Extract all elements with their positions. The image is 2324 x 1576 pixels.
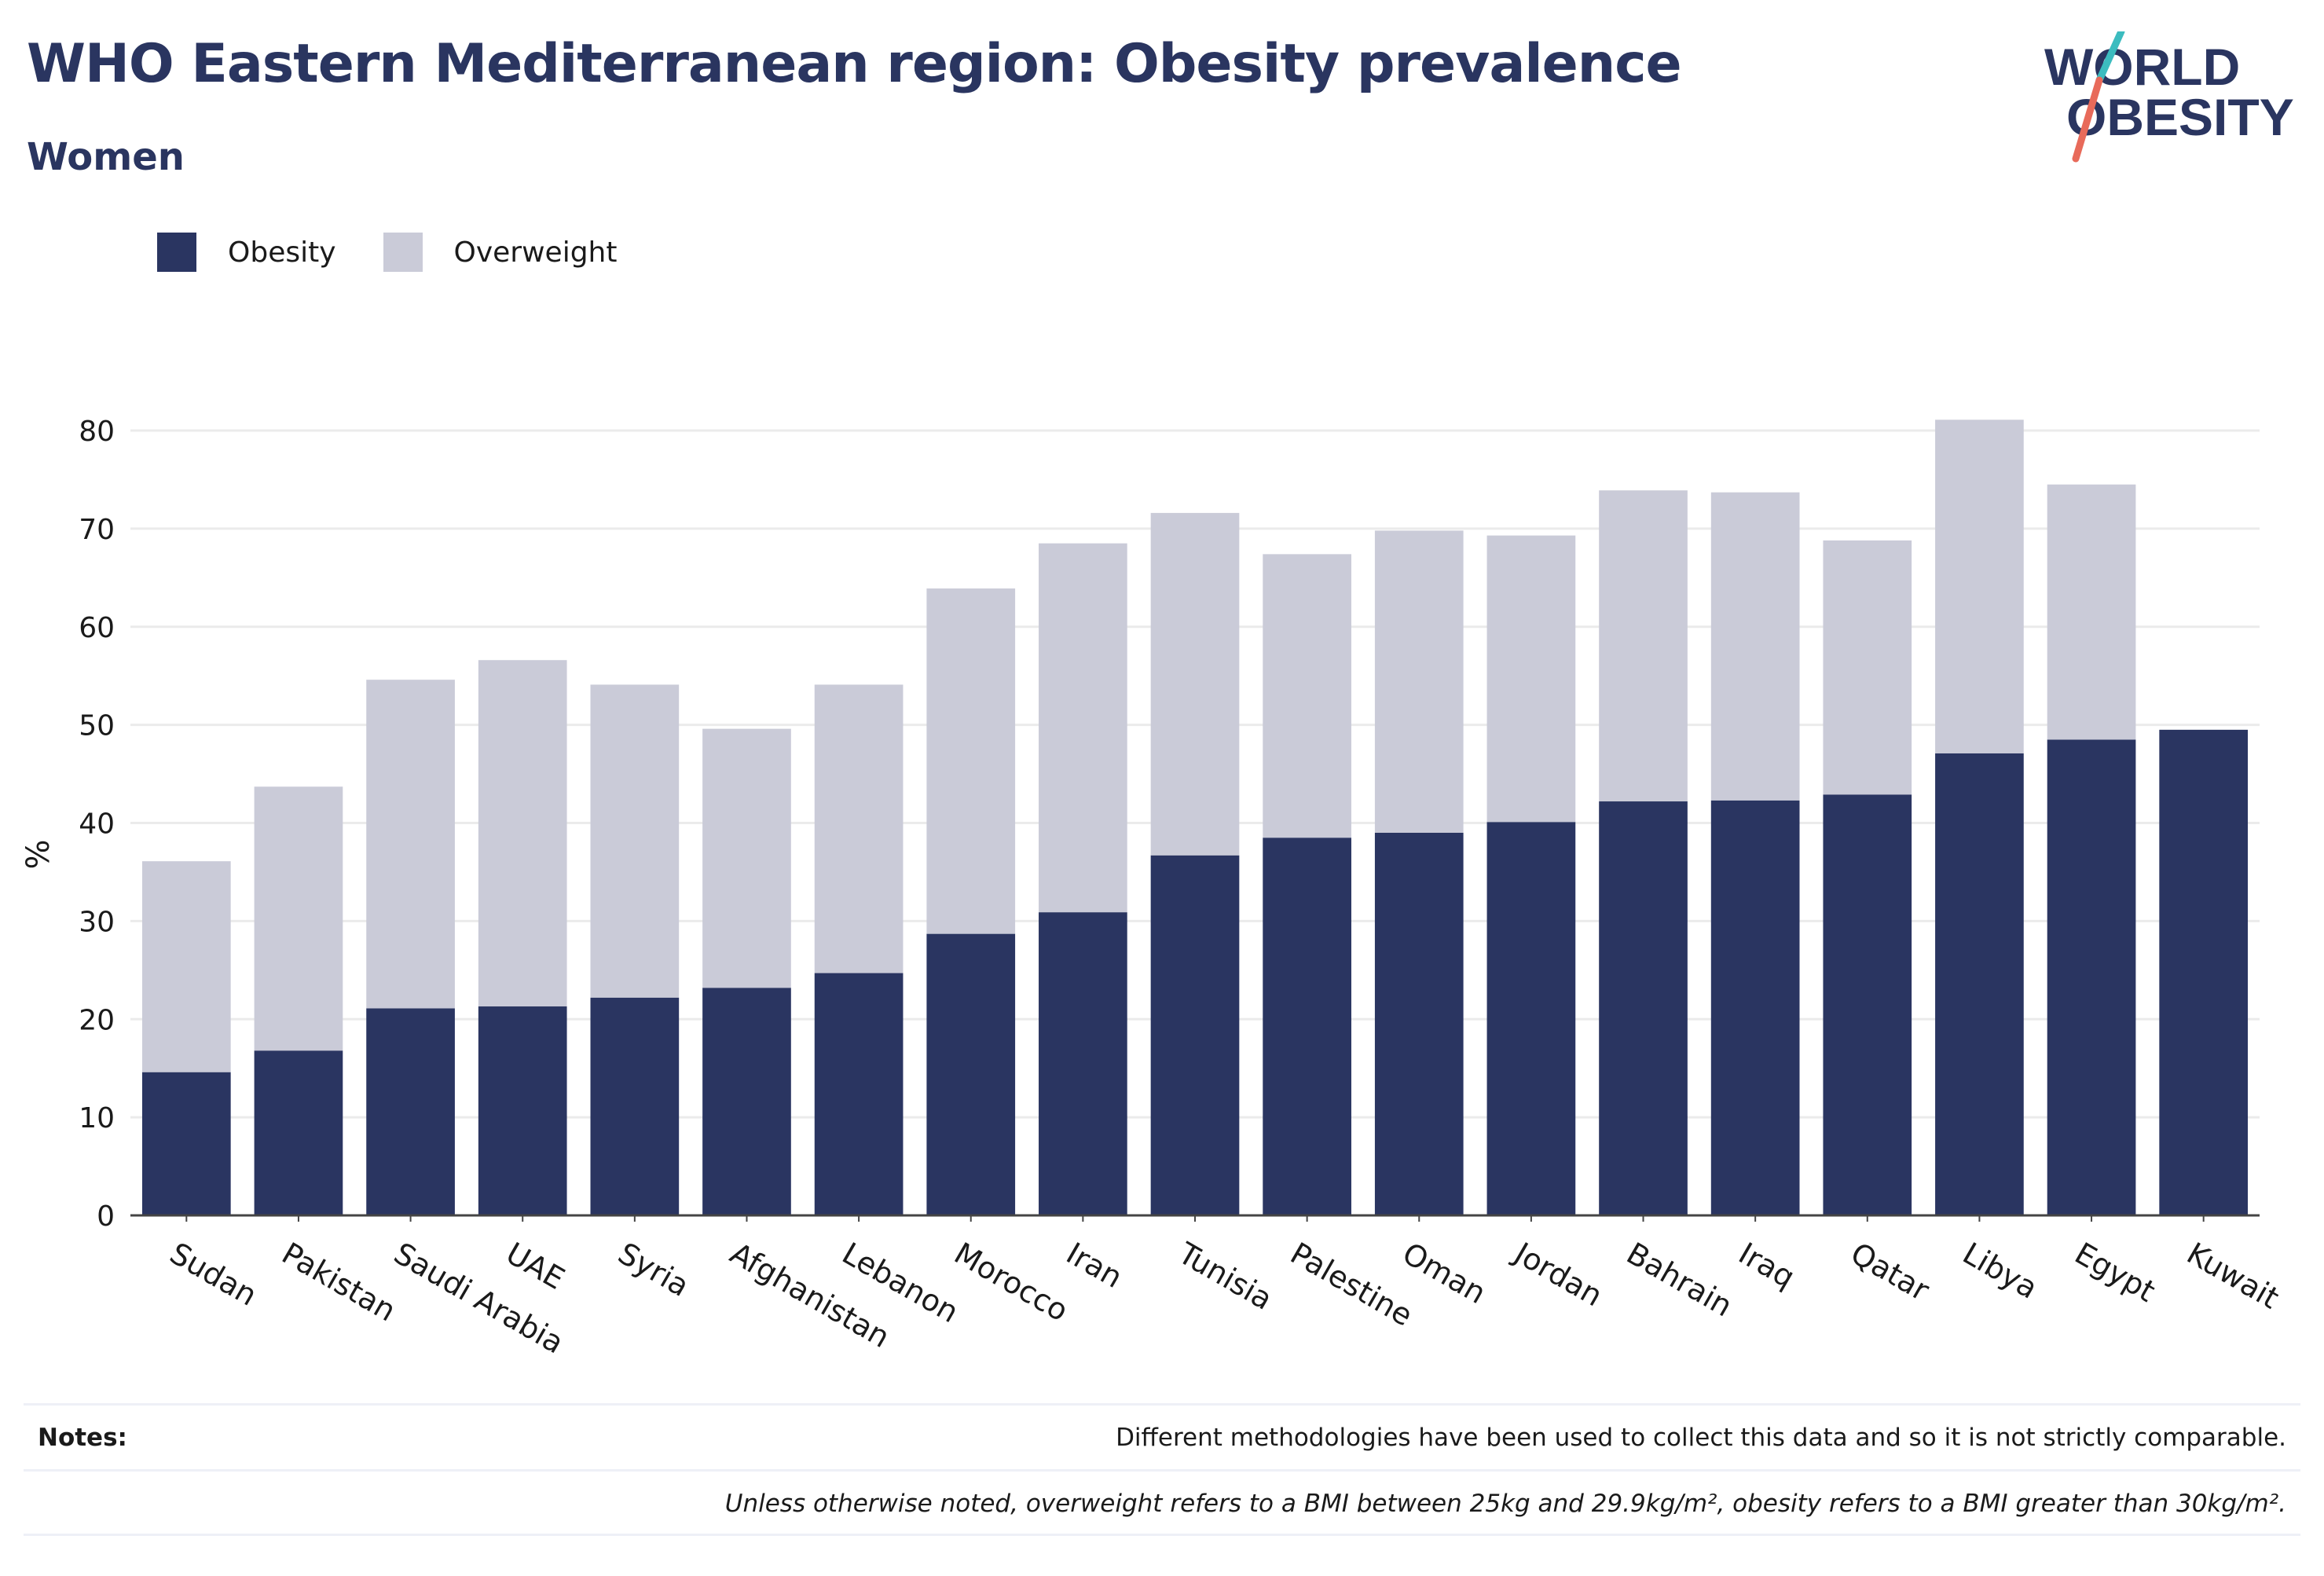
bar-overweight-oman (1374, 530, 1464, 833)
logo-slash-coral (2072, 76, 2103, 163)
notes-label: Notes: (38, 1424, 127, 1452)
chart-subtitle: Women (27, 135, 185, 179)
notes-methodology-text: Different methodologies have been used t… (1116, 1424, 2286, 1452)
chart-legend: Obesity Overweight (157, 233, 664, 272)
notes-bmi-definition-text: Unless otherwise noted, overweight refer… (724, 1490, 2286, 1518)
world-obesity-logo: WORLD OBESITY (2044, 31, 2294, 163)
notes-divider-top (24, 1403, 2300, 1406)
bar-obesity-palestine (1263, 837, 1351, 1215)
x-tick-label: Bahrain (1621, 1236, 1738, 1324)
legend-swatch-obesity (157, 233, 196, 272)
bar-obesity-bahrain (1599, 801, 1688, 1215)
x-tick-label: Sudan (164, 1236, 263, 1313)
y-tick-label: 80 (79, 416, 115, 448)
bar-obesity-egypt (2047, 739, 2136, 1215)
y-tick-label: 10 (79, 1102, 115, 1134)
y-tick-label: 70 (79, 514, 115, 546)
logo-word-obesity: OBESITY (2066, 88, 2294, 146)
chart-title: WHO Eastern Mediterranean region: Obesit… (27, 33, 1682, 95)
x-tick-label: Pakistan (276, 1236, 401, 1329)
y-tick-label: 20 (79, 1004, 115, 1036)
bar-obesity-sudan (141, 1072, 231, 1215)
x-tick-label: Palestine (1285, 1236, 1418, 1333)
bar-obesity-iraq (1710, 800, 1800, 1215)
bar-overweight-saudi-arabia (366, 680, 455, 1009)
bar-overweight-afghanistan (702, 728, 791, 988)
bar-overweight-iran (1039, 543, 1127, 913)
bar-overweight-uae (478, 660, 567, 1007)
bar-obesity-morocco (926, 933, 1016, 1215)
bar-obesity-oman (1374, 832, 1464, 1215)
y-tick-label: 60 (79, 612, 115, 644)
bar-overweight-egypt (2047, 484, 2136, 740)
legend-item-overweight[interactable]: Overweight (383, 233, 618, 272)
bar-obesity-afghanistan (702, 988, 791, 1215)
y-axis-label: % (20, 839, 57, 869)
bar-obesity-kuwait (2159, 729, 2249, 1215)
bar-obesity-syria (590, 997, 680, 1215)
notes-divider-middle (24, 1469, 2300, 1472)
bar-obesity-saudi-arabia (366, 1008, 455, 1215)
legend-item-obesity[interactable]: Obesity (157, 233, 336, 272)
y-tick-label: 0 (97, 1200, 115, 1233)
bar-overweight-pakistan (254, 786, 343, 1051)
x-tick-label: Kuwait (2181, 1236, 2285, 1316)
bar-overweight-jordan (1486, 535, 1576, 823)
x-tick-label: Tunisia (1172, 1235, 1278, 1317)
x-tick-label: Iran (1061, 1236, 1128, 1295)
bar-overweight-tunisia (1150, 512, 1240, 856)
legend-label-overweight: Overweight (453, 236, 618, 269)
y-tick-label: 50 (79, 710, 115, 742)
x-tick-label: Iraq (1733, 1236, 1801, 1295)
bar-obesity-qatar (1823, 794, 1912, 1215)
notes-divider-bottom (24, 1534, 2300, 1536)
bar-obesity-pakistan (254, 1050, 343, 1215)
x-tick-label: Syria (612, 1236, 695, 1303)
bar-obesity-lebanon (814, 973, 904, 1215)
bar-obesity-iran (1039, 912, 1127, 1215)
bar-obesity-libya (1935, 753, 2024, 1215)
bar-overweight-lebanon (814, 684, 904, 973)
y-tick-label: 40 (79, 808, 115, 841)
bar-overweight-morocco (926, 588, 1016, 934)
bar-overweight-iraq (1710, 492, 1800, 801)
x-tick-label: Libya (1957, 1236, 2044, 1306)
bar-obesity-jordan (1486, 822, 1576, 1215)
bar-obesity-tunisia (1150, 855, 1240, 1215)
logo-word-world: WORLD (2044, 38, 2240, 96)
y-tick-label: 30 (79, 906, 115, 938)
logo-slash-teal (2095, 31, 2125, 84)
legend-label-obesity: Obesity (228, 236, 336, 269)
bar-overweight-syria (590, 684, 680, 998)
bar-overweight-libya (1935, 420, 2024, 753)
x-tick-label: UAE (500, 1236, 570, 1296)
bar-overweight-bahrain (1599, 490, 1688, 802)
legend-swatch-overweight (383, 233, 423, 272)
bar-overweight-palestine (1263, 554, 1351, 838)
bar-obesity-uae (478, 1006, 567, 1215)
bar-overweight-sudan (141, 861, 231, 1072)
x-tick-label: Egypt (2069, 1236, 2161, 1309)
x-tick-label: Morocco (948, 1236, 1074, 1329)
x-tick-label: Jordan (1508, 1235, 1608, 1314)
x-tick-label: Qatar (1845, 1236, 1935, 1308)
bar-overweight-qatar (1823, 540, 1912, 795)
